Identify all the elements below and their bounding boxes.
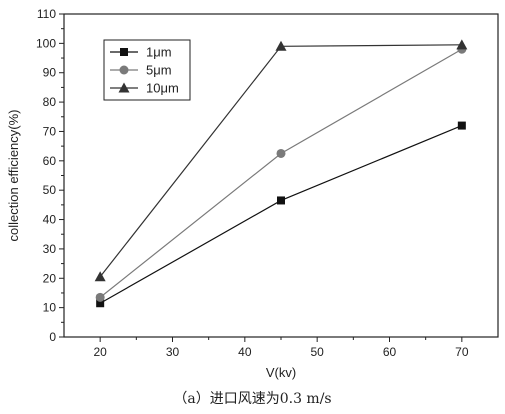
legend-label: 5μm bbox=[146, 63, 172, 78]
x-tick-label: 20 bbox=[93, 345, 107, 359]
y-tick-label: 80 bbox=[43, 95, 57, 109]
y-axis-label: collection efficiency(%) bbox=[6, 110, 21, 242]
data-point bbox=[95, 292, 105, 302]
figure-caption: （a）进口风速为0.3 m/s bbox=[173, 391, 332, 407]
y-tick-label: 0 bbox=[49, 330, 56, 344]
data-point bbox=[94, 271, 106, 282]
y-tick-label: 50 bbox=[43, 183, 57, 197]
series-3 bbox=[94, 39, 468, 282]
x-tick-label: 60 bbox=[383, 345, 397, 359]
x-axis-label: V(kv) bbox=[266, 365, 296, 380]
legend-item: 1μm bbox=[110, 45, 172, 60]
legend-label: 10μm bbox=[146, 81, 179, 96]
data-point bbox=[457, 121, 466, 130]
y-tick-label: 100 bbox=[36, 36, 56, 50]
x-tick-label: 40 bbox=[238, 345, 252, 359]
data-point bbox=[96, 299, 105, 308]
y-tick-label: 30 bbox=[43, 242, 57, 256]
y-tick-label: 40 bbox=[43, 213, 57, 227]
x-tick-label: 50 bbox=[310, 345, 324, 359]
legend-marker bbox=[119, 65, 129, 75]
series-2 bbox=[95, 44, 467, 302]
y-tick-label: 70 bbox=[43, 124, 57, 138]
y-tick-label: 90 bbox=[43, 66, 57, 80]
y-tick-label: 60 bbox=[43, 154, 57, 168]
x-tick-label: 70 bbox=[455, 345, 469, 359]
chart: 20 30 40 50 60 70 0 10 20 30 40 50 60 70 80 90 100 110 V(k… bbox=[6, 7, 499, 380]
legend-item: 10μm bbox=[110, 81, 179, 96]
data-point bbox=[275, 40, 287, 51]
y-tick-label: 20 bbox=[43, 271, 57, 285]
legend-marker bbox=[120, 48, 128, 56]
legend-marker bbox=[118, 82, 130, 93]
data-point bbox=[277, 196, 285, 205]
y-tick-label: 110 bbox=[37, 7, 56, 21]
series-1 bbox=[96, 121, 466, 308]
legend-item: 5μm bbox=[110, 63, 172, 78]
data-point bbox=[276, 148, 286, 158]
legend-label: 1μm bbox=[146, 45, 172, 60]
data-point bbox=[456, 39, 468, 50]
x-tick-label: 30 bbox=[166, 345, 180, 359]
legend: 1μm 5μm 10μm bbox=[103, 39, 191, 101]
y-tick-label: 10 bbox=[43, 301, 57, 315]
